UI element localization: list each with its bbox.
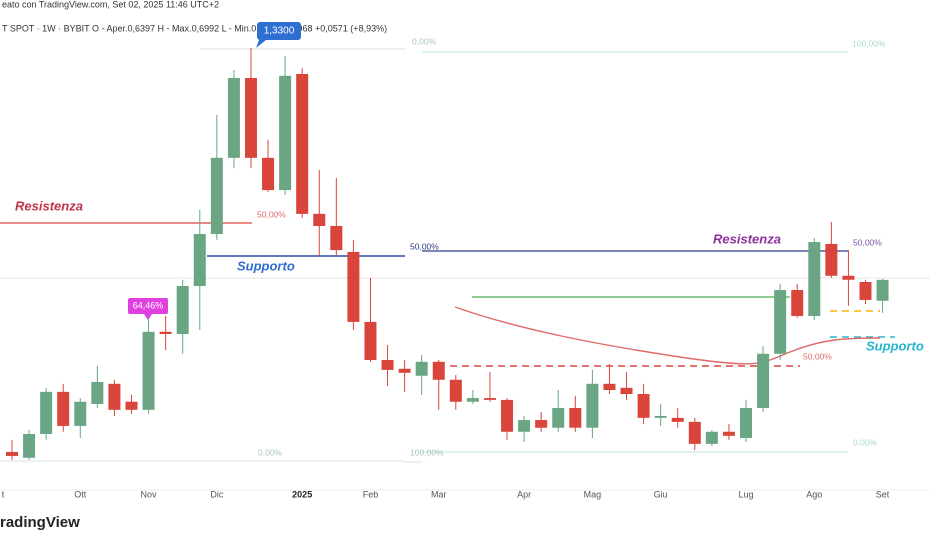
candle-body [313,213,326,226]
header-source: eato con TradingView.com, Set 02, 2025 1… [2,0,219,9]
candle-body [569,407,582,428]
candle-body [876,279,889,301]
x-tick-label: Nov [141,489,158,499]
annotation: 50,00% [410,241,439,251]
candle-body [466,398,479,402]
candle-body [74,401,87,426]
candle-body [791,290,804,317]
candle-body [91,381,104,404]
x-tick-label: t [2,489,5,499]
header-change: 0,6968 +0,0571 (+8,93%) [285,23,387,33]
candle-body [227,78,240,158]
annotation: 0,00% [412,36,437,46]
candle-body [210,157,223,235]
candle-body [347,251,360,322]
candle-body [740,407,753,438]
candle-body [244,78,257,158]
candle-body [193,234,206,287]
candle-body [108,383,121,410]
x-tick-label: Mar [431,489,447,499]
candle-body [637,394,650,418]
price-label: 1,3300 [256,22,301,48]
candle-body [688,421,701,444]
annotation: Supporto [866,338,924,353]
candle-body [40,391,53,434]
candle-body [859,281,872,300]
x-tick-label: Lug [738,489,753,499]
x-tick-label: Giu [654,489,668,499]
candle-body [330,225,343,251]
candle-body [705,431,718,444]
candle-body [142,331,155,410]
annotation: 0,00% [258,447,283,457]
candle-body [757,353,770,408]
candle-body [654,416,667,418]
candle-body [483,398,496,400]
candle-body [620,387,633,395]
candle-body [279,75,292,191]
candle-body [6,451,18,456]
annotation: Resistenza [713,231,781,246]
annotation: 50,00% [853,237,882,247]
candle-body [671,417,684,422]
annotation: 50,00% [257,209,286,219]
candle-body [808,242,821,317]
annotation: 64,46% [133,300,164,310]
annotation: 100,00% [852,38,886,48]
candle-body [449,379,462,402]
candle-body [364,321,377,360]
candle-body [535,420,548,428]
candle-body [159,331,172,334]
x-tick-label: Feb [363,489,379,499]
candle-body [23,433,36,458]
x-tick-label: Mag [584,489,602,499]
candle-body [57,391,70,426]
candle-body [518,420,531,432]
candle-body [176,286,189,334]
annotation: 0,00% [853,437,878,447]
candle-body [296,73,309,214]
x-tick-label: Ott [74,489,87,499]
annotation: 100,00% [410,447,444,457]
annotation: 50,00% [803,351,832,361]
header-symbol: T SPOT · 1W · BYBIT O - Aper.0,6397 H - … [2,23,274,33]
candle-body [381,359,394,370]
candle-body [722,431,735,436]
candle-body [501,399,514,432]
candle-body [415,361,428,376]
x-tick-label: 2025 [292,489,312,499]
brand: radingView [0,514,80,531]
candle-body [398,368,411,373]
candle-body [552,407,565,428]
candle-body [432,361,445,380]
candle-body [825,243,838,276]
x-tick-label: Apr [517,489,531,499]
candle-body [125,401,138,410]
candle-body [603,383,616,391]
annotation: Resistenza [15,198,83,213]
candle-body [586,383,599,428]
layout-lines [0,48,930,491]
candle-body [262,157,275,191]
percent-label: 64,46% [128,298,168,320]
annotation: Supporto [237,258,295,273]
candle-body [774,290,787,354]
candle-body [842,275,855,280]
x-tick-label: Dic [210,489,223,499]
x-tick-label: Ago [806,489,822,499]
x-tick-label: Set [876,489,890,499]
annotation: 1,3300 [264,26,295,37]
